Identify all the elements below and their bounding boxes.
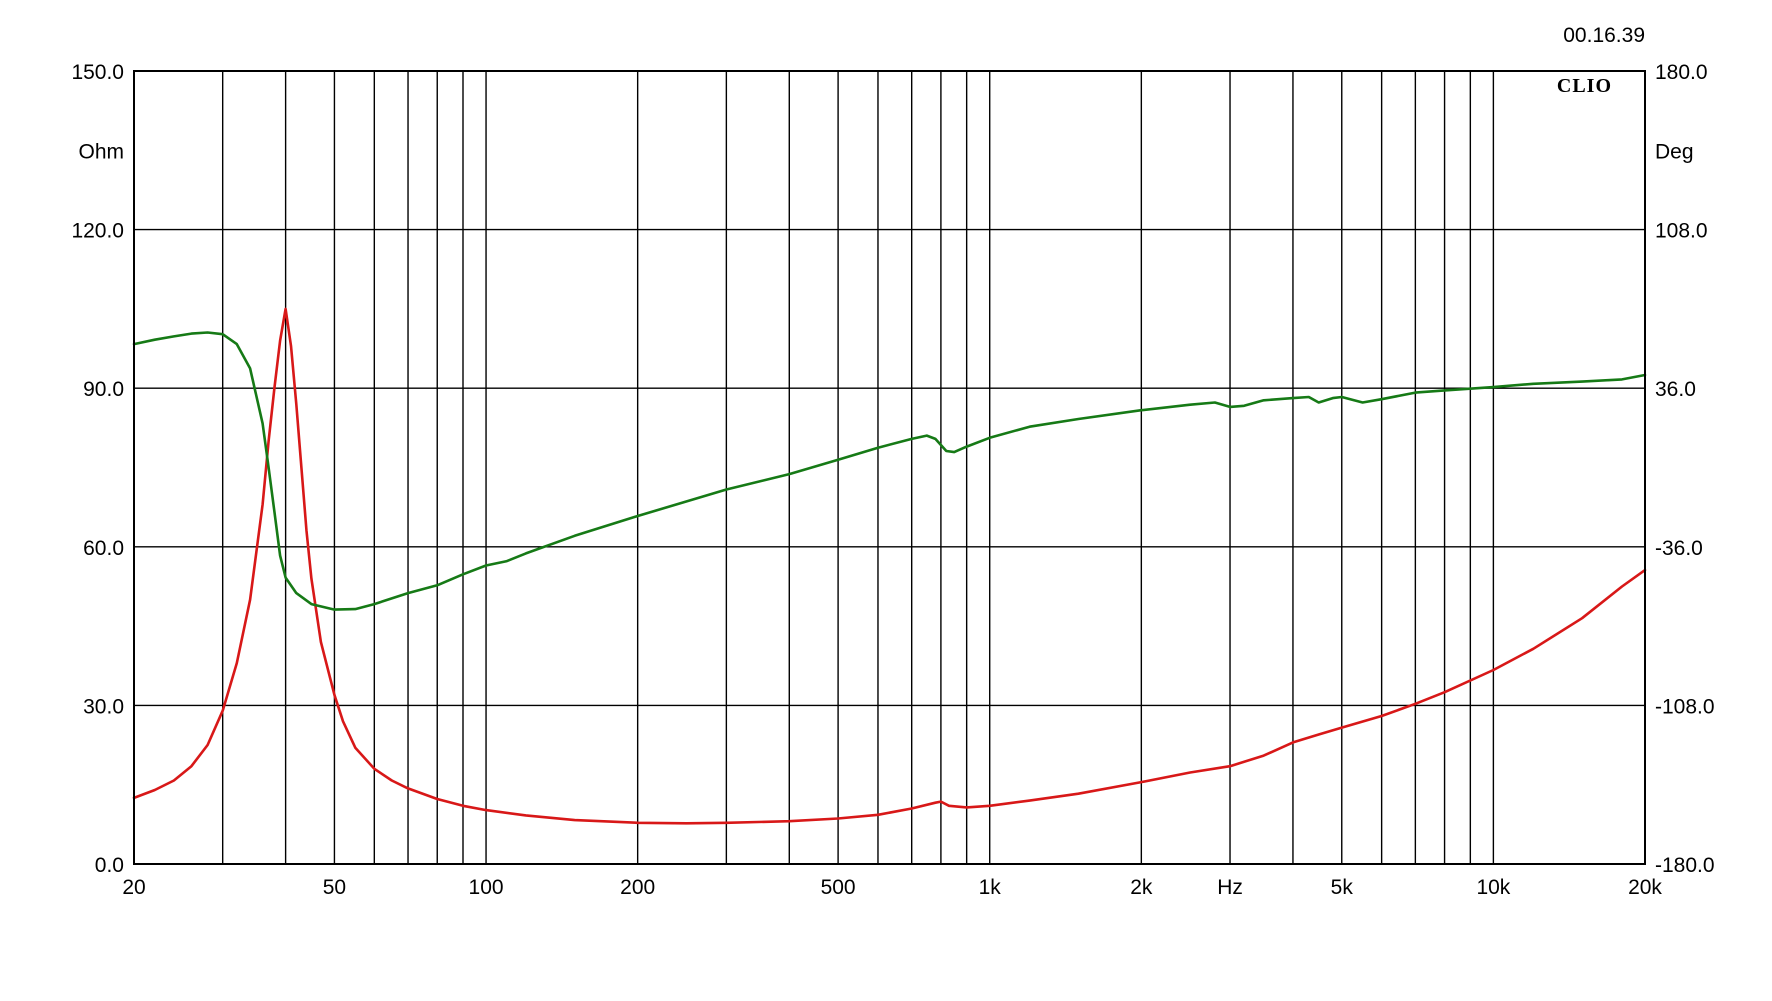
x-tick-label: 20k xyxy=(1628,876,1662,899)
x-tick-label: 2k xyxy=(1130,876,1153,899)
y-right-axis-label: Deg xyxy=(1655,140,1694,163)
phase-series-line xyxy=(132,331,1647,611)
y-right-tick-label: -180.0 xyxy=(1655,854,1715,877)
x-tick-label: 1k xyxy=(979,876,1002,899)
brand-logo: CLIO xyxy=(1557,75,1612,97)
y-left-tick-label: 30.0 xyxy=(83,695,124,718)
x-tick-label: 20 xyxy=(122,876,145,899)
y-right-tick-label: 108.0 xyxy=(1655,220,1708,243)
y-right-tick-label: -36.0 xyxy=(1655,537,1703,560)
impedance-series-line xyxy=(132,307,1647,825)
x-tick-label: 500 xyxy=(821,876,856,899)
y-right-tick-label: 36.0 xyxy=(1655,378,1696,401)
x-tick-label: 100 xyxy=(469,876,504,899)
y-right-tick-label: -108.0 xyxy=(1655,695,1715,718)
x-tick-label: 5k xyxy=(1331,876,1354,899)
y-left-tick-label: 0.0 xyxy=(95,854,124,877)
axis-labels: 20 50 100 200 500 1k 2k 5k 10k 20k Hz 0.0 30.0 60.0 90… xyxy=(71,61,1714,899)
timestamp: 00.16.39 xyxy=(1563,24,1645,47)
x-tick-label: 10k xyxy=(1476,876,1510,899)
y-left-tick-label: 90.0 xyxy=(83,378,124,401)
series-layer xyxy=(132,307,1647,825)
y-left-axis-label: Ohm xyxy=(78,140,124,163)
y-right-tick-label: 180.0 xyxy=(1655,61,1708,84)
plot-frame xyxy=(133,70,1646,865)
x-tick-label: 200 xyxy=(620,876,655,899)
y-left-tick-label: 60.0 xyxy=(83,537,124,560)
y-left-tick-label: 150.0 xyxy=(71,61,124,84)
y-left-tick-label: 120.0 xyxy=(71,220,124,243)
grid xyxy=(133,70,1646,865)
x-axis-label: Hz xyxy=(1217,876,1243,899)
x-tick-label: 50 xyxy=(323,876,346,899)
